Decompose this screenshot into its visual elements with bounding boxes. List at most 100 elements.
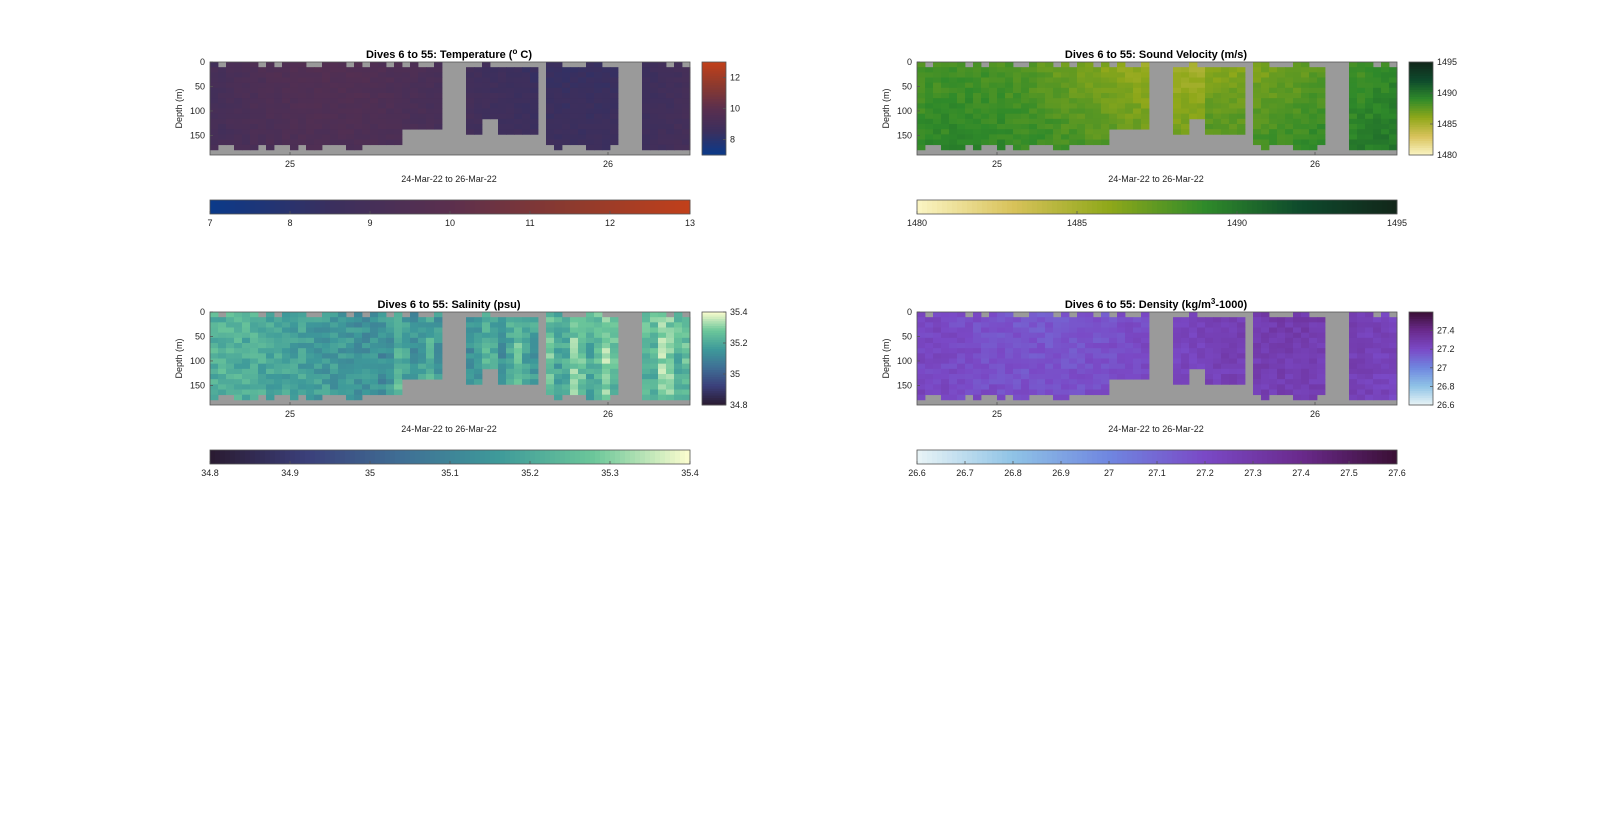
heatmap-cell [1029,353,1038,359]
heatmap-cell [498,337,507,344]
heatmap-cell [554,62,563,68]
heatmap-cell [1365,72,1374,78]
heatmap-cell [1261,67,1270,73]
colorbar-segment [585,450,591,464]
heatmap-cell [490,67,499,73]
heatmap-cell [965,87,974,94]
heatmap-cell [1053,139,1062,146]
colorbar-segment [1317,200,1323,214]
heatmap-cell [330,374,339,380]
heatmap-cell [266,144,275,151]
bottom-colorbar-tick-label: 11 [525,218,534,228]
heatmap-cell [554,332,563,339]
heatmap-cell [602,144,611,151]
heatmap-cell [1213,343,1222,349]
heatmap-cell [658,368,667,375]
heatmap-cell [218,67,227,73]
side-colorbar-tick-label: 1485 [1437,119,1457,129]
heatmap-cell [410,77,419,84]
heatmap-cell [522,98,531,104]
heatmap-cell [1037,317,1046,323]
colorbar-segment [1252,450,1258,464]
heatmap-cell [586,77,595,84]
heatmap-cell [250,124,259,130]
heatmap-cell [1205,368,1214,375]
heatmap-cell [554,337,563,344]
colorbar-segment [702,127,726,130]
heatmap-cell [1317,317,1326,323]
heatmap-cell [586,322,595,328]
heatmap-cell [562,103,571,109]
heatmap-cell [1021,353,1030,359]
colorbar-segment [702,141,726,144]
heatmap-cell [266,337,275,344]
heatmap-cell [917,72,926,78]
heatmap-cell [1013,103,1022,109]
heatmap-cell [989,384,998,390]
heatmap-cell [1213,337,1222,344]
colorbar-segment [1177,200,1183,214]
heatmap-cell [554,343,563,349]
heatmap-cell [925,77,934,84]
heatmap-cell [989,379,998,385]
colorbar-segment [1187,450,1193,464]
y-tick-label: 100 [897,106,912,116]
colorbar-segment [475,450,481,464]
heatmap-cell [498,77,507,84]
heatmap-cell [426,124,435,130]
heatmap-cell [498,93,507,99]
colorbar-segment [1409,358,1433,362]
colorbar-segment [702,110,726,114]
heatmap-cell [474,103,483,109]
heatmap-cell [530,82,539,89]
heatmap-cell [218,348,227,354]
heatmap-cell [642,363,651,370]
heatmap-cell [1389,93,1398,99]
colorbar-segment [1092,450,1098,464]
heatmap-cell [322,363,331,370]
heatmap-cell [1117,62,1126,68]
heatmap-cell [1045,353,1054,359]
heatmap-cell [1221,343,1230,349]
heatmap-cell [1389,103,1398,109]
heatmap-cell [1173,124,1182,130]
heatmap-cell [1181,124,1190,130]
chart-title: Dives 6 to 55: Density (kg/m3-1000) [1065,297,1248,311]
heatmap-cell [1381,124,1390,130]
heatmap-cell [426,343,435,349]
heatmap-cell [1349,389,1358,396]
heatmap-cell [1069,134,1078,140]
heatmap-cell [650,144,659,151]
colorbar-segment [255,200,261,214]
heatmap-cell [650,87,659,94]
colorbar-segment [530,450,536,464]
colorbar-segment [1409,127,1433,130]
heatmap-cell [1045,129,1054,135]
heatmap-cell [482,348,491,354]
heatmap-cell [957,134,966,140]
heatmap-cell [410,118,419,125]
heatmap-cell [674,139,683,146]
heatmap-cell [282,389,291,396]
heatmap-cell [602,113,611,120]
heatmap-cell [394,337,403,344]
colorbar-segment [1042,450,1048,464]
heatmap-cell [1349,124,1358,130]
heatmap-cell [1301,312,1310,318]
heatmap-cell [210,343,219,349]
heatmap-cell [250,93,259,99]
heatmap-cell [1261,108,1270,115]
colorbar-segment [435,200,441,214]
heatmap-cell [546,358,555,365]
heatmap-cell [1181,93,1190,99]
colorbar-segment [390,200,396,214]
heatmap-cell [917,322,926,328]
bottom-colorbar-tick-label: 35.4 [681,468,699,478]
heatmap-cell [1301,93,1310,99]
colorbar-segment [225,450,231,464]
colorbar-segment [1027,450,1033,464]
heatmap-cell [1213,363,1222,370]
colorbar-segment [280,450,286,464]
colorbar-segment [1172,200,1178,214]
heatmap-cell [1117,98,1126,104]
